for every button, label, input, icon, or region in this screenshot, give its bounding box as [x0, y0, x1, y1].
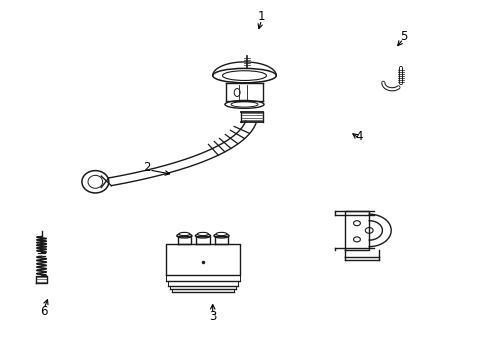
Ellipse shape — [197, 233, 208, 236]
Text: 5: 5 — [399, 30, 407, 42]
Text: 6: 6 — [40, 305, 48, 318]
Ellipse shape — [214, 234, 228, 238]
Ellipse shape — [177, 234, 191, 238]
Ellipse shape — [195, 234, 210, 238]
Text: 1: 1 — [257, 10, 265, 23]
Text: 2: 2 — [142, 161, 150, 174]
Text: 4: 4 — [355, 130, 363, 143]
Text: 3: 3 — [208, 310, 216, 323]
Ellipse shape — [216, 233, 226, 236]
Ellipse shape — [179, 233, 189, 236]
